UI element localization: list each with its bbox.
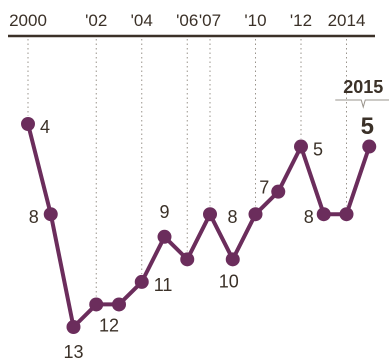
data-point — [362, 139, 377, 154]
data-points — [21, 117, 377, 334]
data-point — [134, 274, 149, 289]
series-line — [26, 122, 372, 329]
highlight-year-label: 2015 — [343, 77, 383, 97]
data-point — [66, 320, 81, 334]
x-tick-label: '10 — [244, 11, 266, 30]
data-label: 5 — [313, 140, 323, 160]
highlight-callout: 2015 5 — [335, 77, 389, 140]
data-label: 9 — [159, 202, 169, 222]
data-label: 8 — [29, 207, 39, 227]
data-label: 4 — [40, 117, 50, 137]
data-point — [203, 207, 217, 222]
data-point — [271, 184, 286, 199]
data-point — [112, 297, 126, 312]
data-label: 8 — [304, 207, 314, 227]
data-point — [21, 117, 35, 131]
data-point — [157, 229, 172, 244]
x-tick-label: '12 — [290, 11, 312, 30]
series-line-group — [26, 122, 372, 329]
data-label: 8 — [227, 207, 237, 227]
data-point — [316, 207, 331, 222]
gridlines — [27, 39, 347, 297]
data-point — [180, 252, 195, 267]
data-point — [248, 207, 263, 222]
data-label: 10 — [219, 271, 239, 291]
x-tick-label: '04 — [131, 11, 153, 30]
x-tick-label: '07 — [199, 11, 221, 30]
data-point — [339, 207, 354, 222]
data-label: 11 — [154, 275, 173, 295]
data-label: 7 — [259, 178, 269, 198]
x-axis-ticks: 2000 '02 '04 '06'07 '10 '12 2014 — [9, 11, 365, 30]
x-tick-label: '02 — [85, 11, 107, 30]
callout-pointer — [335, 99, 389, 109]
x-tick-label: 2000 — [9, 11, 47, 30]
x-tick-label: 2014 — [328, 11, 366, 30]
x-tick-label: '06 — [176, 11, 198, 30]
data-point — [89, 297, 104, 312]
data-point — [43, 207, 58, 222]
data-label: 12 — [99, 315, 119, 335]
highlight-value-label: 5 — [361, 113, 374, 140]
data-point — [225, 252, 240, 267]
data-labels: 4 8 13 12 11 9 10 8 7 5 8 — [29, 117, 323, 362]
data-label: 13 — [63, 342, 83, 358]
data-point — [294, 139, 308, 154]
